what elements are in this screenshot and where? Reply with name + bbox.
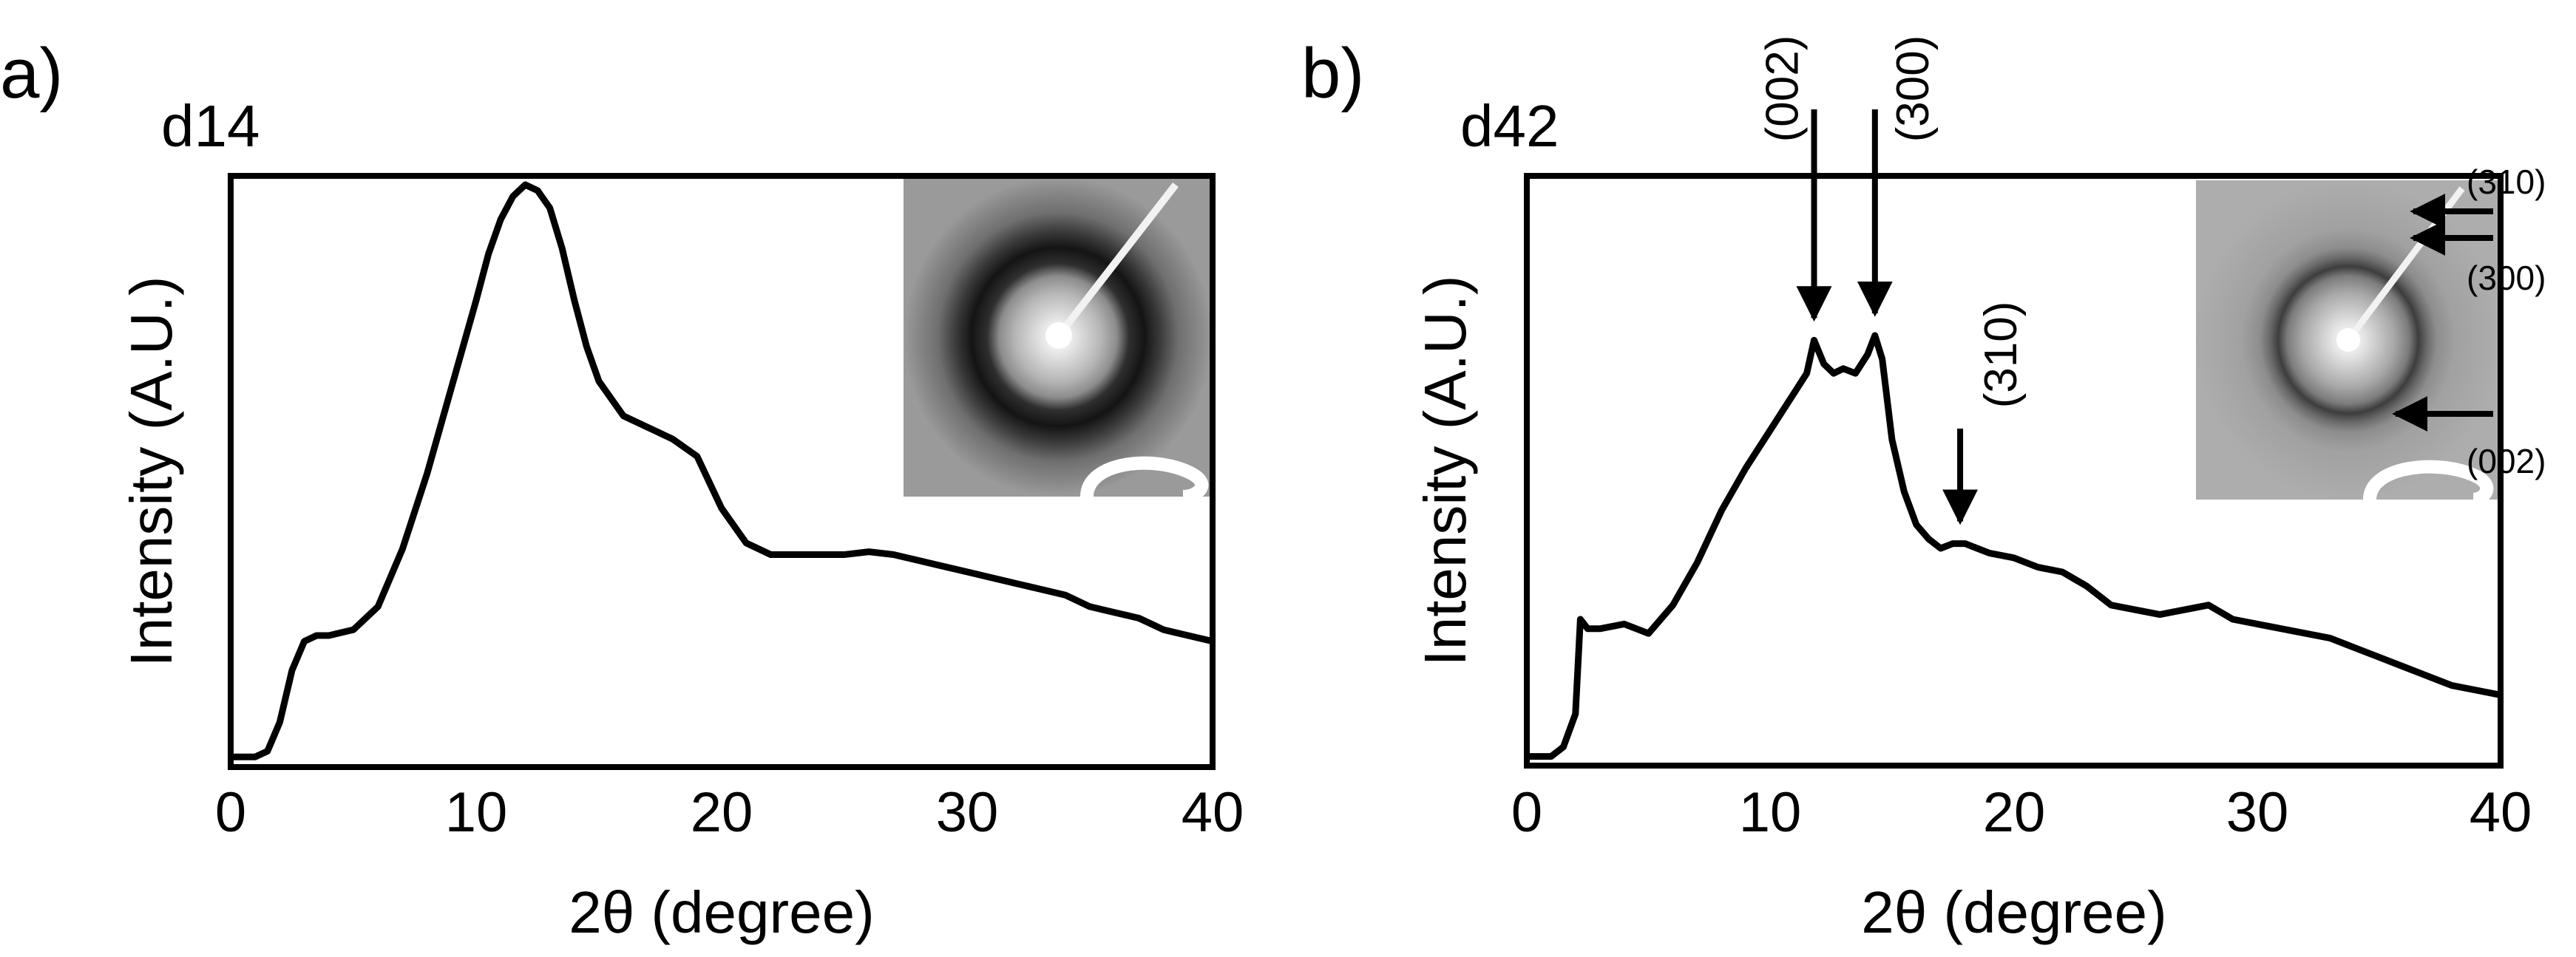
x-tick-b-30: 30 — [2226, 781, 2289, 844]
inset-a-beamstop — [1056, 182, 1179, 338]
x-ticks-a: 0 10 20 30 40 — [215, 781, 1244, 844]
x-tick-b-0: 0 — [1511, 781, 1542, 844]
inset-a-center — [1045, 322, 1072, 349]
x-tick-b-10: 10 — [1739, 781, 1802, 844]
panel-label-b: b) — [1301, 34, 1364, 113]
x-axis-title-b: 2θ (degree) — [1861, 879, 2167, 945]
x-tick-a-40: 40 — [1182, 781, 1244, 844]
x-ticks-b: 0 10 20 30 40 — [1511, 781, 2532, 844]
x-tick-a-30: 30 — [936, 781, 999, 844]
peak-label-002: (002) — [1758, 35, 1809, 143]
inset-ring-label-310: (310) — [2467, 163, 2546, 201]
x-tick-a-20: 20 — [691, 781, 753, 844]
inset-b — [2196, 180, 2501, 506]
panel-a: a) d14 0 10 20 30 40 2θ (degree) Intensi… — [0, 34, 1244, 945]
y-axis-title-a: Intensity (A.U.) — [118, 276, 184, 667]
x-axis-title-a: 2θ (degree) — [569, 879, 875, 945]
series-line-b — [1527, 332, 2501, 760]
peak-label-300: (300) — [1888, 35, 1939, 143]
inset-ring-label-002: (002) — [2467, 442, 2546, 480]
x-tick-b-40: 40 — [2470, 781, 2532, 844]
x-tick-a-0: 0 — [215, 781, 246, 844]
inset-b-center — [2336, 328, 2360, 352]
sample-label-b: d42 — [1460, 93, 1559, 159]
peak-label-310: (310) — [1976, 302, 2027, 409]
sample-label-a: d14 — [161, 93, 260, 159]
panel-label-a: a) — [0, 34, 63, 113]
inset-a — [904, 177, 1213, 503]
peak-annotations-b: (002) (300) (310) — [1758, 35, 2027, 525]
x-tick-b-20: 20 — [1983, 781, 2046, 844]
plot-frame-b — [1524, 173, 2504, 769]
inset-a-holder — [1080, 456, 1209, 503]
plot-frame-a — [228, 173, 1216, 770]
series-line-a — [231, 181, 1214, 760]
inset-ring-label-300: (300) — [2467, 259, 2546, 297]
x-tick-a-10: 10 — [445, 781, 508, 844]
panel-b: b) d42 (002) (300) (310) (310) (300) (002)… — [1301, 34, 2546, 945]
y-axis-title-b: Intensity (A.U.) — [1412, 275, 1478, 666]
inset-b-holder — [2363, 460, 2494, 506]
